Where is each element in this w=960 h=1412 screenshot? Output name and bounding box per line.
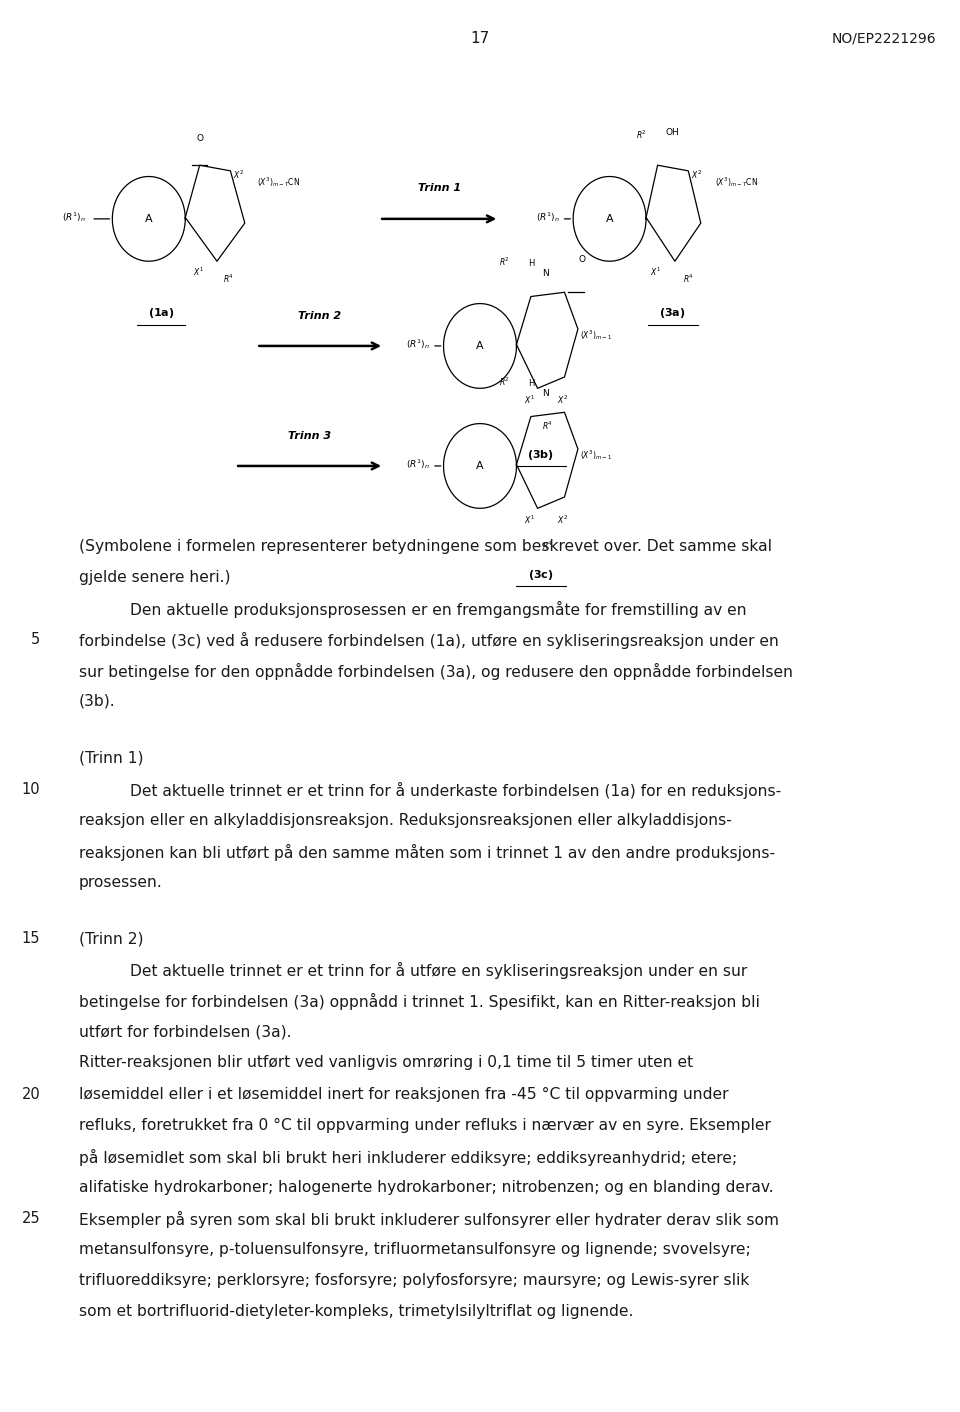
Text: trifluoreddiksyre; perklorsyre; fosforsyre; polyfosforsyre; maursyre; og Lewis-s: trifluoreddiksyre; perklorsyre; fosforsy… [79,1274,749,1288]
Text: (Symbolene i formelen representerer betydningene som beskrevet over. Det samme s: (Symbolene i formelen representerer bety… [79,538,772,554]
Text: $\mathbf{(1a)}$: $\mathbf{(1a)}$ [148,306,175,321]
Text: $X^1$: $X^1$ [650,265,661,278]
Text: refluks, foretrukket fra 0 °C til oppvarming under refluks i nærvær av en syre. : refluks, foretrukket fra 0 °C til oppvar… [79,1118,771,1132]
Text: Det aktuelle trinnet er et trinn for å underkaste forbindelsen (1a) for en reduk: Det aktuelle trinnet er et trinn for å u… [130,782,780,799]
Text: $(R^1)_n$: $(R^1)_n$ [536,210,560,225]
Text: $R^2$: $R^2$ [636,128,647,141]
Text: forbindelse (3c) ved å redusere forbindelsen (1a), utføre en sykliseringsreaksjo: forbindelse (3c) ved å redusere forbinde… [79,633,779,650]
Text: reaksjonen kan bli utført på den samme måten som i trinnet 1 av den andre produk: reaksjonen kan bli utført på den samme m… [79,843,775,861]
Text: løsemiddel eller i et løsemiddel inert for reaksjonen fra -45 °C til oppvarming : løsemiddel eller i et løsemiddel inert f… [79,1087,729,1101]
Text: gjelde senere heri.): gjelde senere heri.) [79,569,230,585]
Text: $X^1$: $X^1$ [524,394,536,407]
Text: Trinn 3: Trinn 3 [288,431,330,441]
Text: $(R^1)_n$: $(R^1)_n$ [406,457,430,472]
Text: O: O [196,134,204,143]
Text: A: A [476,460,484,472]
Text: $R^4$: $R^4$ [223,273,234,285]
Text: 10: 10 [22,782,40,796]
Text: $\mathbf{(3c)}$: $\mathbf{(3c)}$ [528,568,553,582]
Text: 5: 5 [31,633,40,647]
Text: $(X^3)_{m-T}$CN: $(X^3)_{m-T}$CN [257,175,300,189]
Text: A: A [476,340,484,352]
Text: $R^4$: $R^4$ [683,273,694,285]
Text: $X^1$: $X^1$ [524,514,536,527]
Text: sur betingelse for den oppnådde forbindelsen (3a), og redusere den oppnådde forb: sur betingelse for den oppnådde forbinde… [79,664,793,681]
Text: 15: 15 [22,932,40,946]
Text: Trinn 1: Trinn 1 [419,184,461,193]
Text: O: O [578,256,586,264]
Text: N: N [541,270,549,278]
Text: 17: 17 [470,31,490,47]
Text: N: N [541,390,549,398]
Text: $X^2$: $X^2$ [233,169,245,181]
Text: (Trinn 2): (Trinn 2) [79,932,143,946]
Text: Ritter-reaksjonen blir utført ved vanligvis omrøring i 0,1 time til 5 timer uten: Ritter-reaksjonen blir utført ved vanlig… [79,1055,693,1070]
Text: $X^2$: $X^2$ [557,394,568,407]
Text: utført for forbindelsen (3a).: utført for forbindelsen (3a). [79,1025,291,1039]
Text: på løsemidlet som skal bli brukt heri inkluderer eddiksyre; eddiksyreanhydrid; e: på løsemidlet som skal bli brukt heri in… [79,1149,737,1166]
Text: som et bortrifluorid-dietyleter-kompleks, trimetylsilyltriflat og lignende.: som et bortrifluorid-dietyleter-kompleks… [79,1305,633,1319]
Text: $(X^3)_{m-1}$: $(X^3)_{m-1}$ [580,328,612,342]
Text: NO/EP2221296: NO/EP2221296 [831,31,936,45]
Text: H: H [528,380,534,388]
Text: $R^2$: $R^2$ [498,376,510,388]
Text: 25: 25 [22,1211,40,1226]
Text: $(R^1)_n$: $(R^1)_n$ [406,337,430,352]
Text: Den aktuelle produksjonsprosessen er en fremgangsmåte for fremstilling av en: Den aktuelle produksjonsprosessen er en … [130,602,746,618]
Text: A: A [606,213,613,225]
Text: $X^2$: $X^2$ [557,514,568,527]
Text: $\mathbf{(3b)}$: $\mathbf{(3b)}$ [527,448,554,462]
Text: OH: OH [665,128,679,137]
Text: Eksempler på syren som skal bli brukt inkluderer sulfonsyrer eller hydrater dera: Eksempler på syren som skal bli brukt in… [79,1211,779,1228]
Text: betingelse for forbindelsen (3a) oppnådd i trinnet 1. Spesifikt, kan en Ritter-r: betingelse for forbindelsen (3a) oppnådd… [79,994,759,1011]
Text: $\mathbf{(3a)}$: $\mathbf{(3a)}$ [659,306,685,321]
Text: H: H [528,260,534,268]
Text: Det aktuelle trinnet er et trinn for å utføre en sykliseringsreaksjon under en s: Det aktuelle trinnet er et trinn for å u… [130,963,747,980]
Text: $X^2$: $X^2$ [691,169,703,181]
Text: $R^4$: $R^4$ [541,539,553,552]
Text: $X^1$: $X^1$ [193,265,204,278]
Text: $R^4$: $R^4$ [541,419,553,432]
Text: 20: 20 [21,1087,40,1101]
Text: (3b).: (3b). [79,695,115,709]
Text: prosessen.: prosessen. [79,874,162,890]
Text: A: A [145,213,153,225]
Text: $R^2$: $R^2$ [498,256,510,268]
Text: $(R^1)_n$: $(R^1)_n$ [62,210,86,225]
Text: metansulfonsyre, p-toluensulfonsyre, trifluormetansulfonsyre og lignende; svovel: metansulfonsyre, p-toluensulfonsyre, tri… [79,1243,751,1257]
Text: $(X^3)_{m-1}$: $(X^3)_{m-1}$ [580,448,612,462]
Text: reaksjon eller en alkyladdisjonsreaksjon. Reduksjonsreaksjonen eller alkyladdisj: reaksjon eller en alkyladdisjonsreaksjon… [79,812,732,827]
Text: Trinn 2: Trinn 2 [299,311,341,321]
Text: (Trinn 1): (Trinn 1) [79,750,143,765]
Text: alifatiske hydrokarboner; halogenerte hydrokarboner; nitrobenzen; og en blanding: alifatiske hydrokarboner; halogenerte hy… [79,1180,774,1195]
Text: $(X^3)_{m-T}$CN: $(X^3)_{m-T}$CN [715,175,758,189]
